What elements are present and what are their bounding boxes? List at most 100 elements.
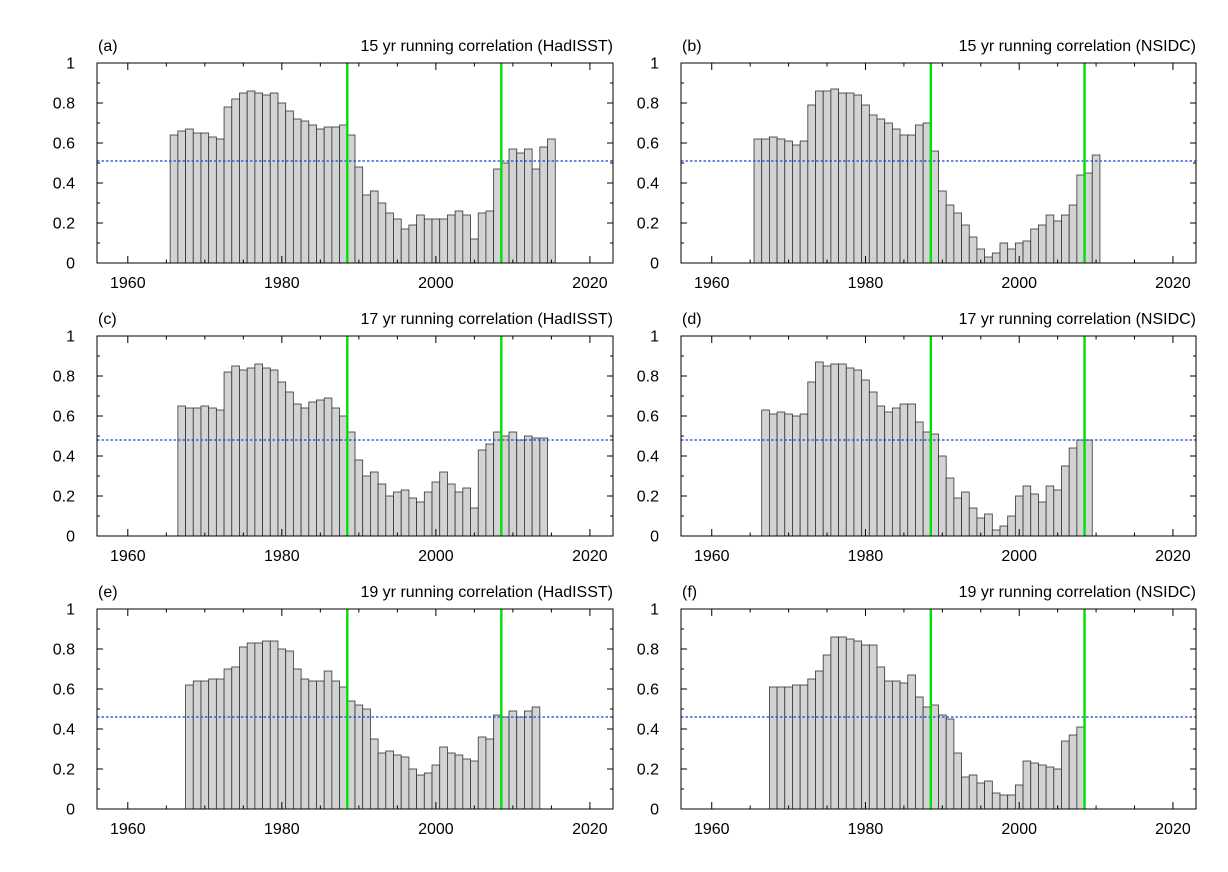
bar <box>223 371 233 537</box>
y-tick-label: 0 <box>650 256 659 273</box>
bar <box>961 776 970 810</box>
bar <box>945 718 955 810</box>
bar <box>961 224 970 264</box>
bar <box>231 98 240 264</box>
bar <box>385 750 394 810</box>
bar <box>246 642 256 810</box>
bar <box>1061 740 1070 810</box>
bar <box>246 367 256 537</box>
bar <box>853 94 863 264</box>
bar <box>968 236 978 264</box>
panel-title: 19 yr running correlation (NSIDC) <box>959 584 1196 601</box>
bar <box>915 421 924 537</box>
chart-panel: 0 0.2 0.4 0.6 0.8 1 1960 1980 2000 2020 (a) 15 yr r… <box>53 38 614 292</box>
bar <box>891 128 901 264</box>
y-tick-label: 0.6 <box>637 136 659 153</box>
x-tick-label: 2000 <box>1001 275 1037 292</box>
bar <box>362 194 371 264</box>
bar <box>308 401 317 537</box>
bar <box>769 413 778 537</box>
bar <box>531 168 541 264</box>
bar <box>177 130 186 264</box>
x-tick-label: 1980 <box>848 548 884 565</box>
bar <box>239 369 248 537</box>
bar <box>393 491 402 537</box>
y-tick-label: 0.2 <box>637 216 659 233</box>
y-tick-label: 0.8 <box>637 96 659 113</box>
bar <box>200 680 210 810</box>
bar <box>277 381 287 537</box>
bar <box>999 525 1009 537</box>
bar <box>815 670 824 810</box>
bar <box>316 680 325 810</box>
bar <box>369 471 379 537</box>
bar <box>192 680 202 810</box>
bar <box>377 483 387 537</box>
bar <box>254 642 263 810</box>
bar <box>884 411 893 537</box>
bar <box>447 752 456 810</box>
bar <box>884 680 893 810</box>
x-tick-label: 2000 <box>418 548 454 565</box>
bar <box>1068 734 1078 810</box>
bar <box>539 146 548 264</box>
bar <box>1045 485 1055 537</box>
bar <box>246 90 256 264</box>
bar <box>915 696 924 810</box>
panel-title: 17 yr running correlation (HadISST) <box>360 311 613 328</box>
bar <box>1045 214 1055 264</box>
bar <box>462 758 471 810</box>
bar <box>215 678 225 810</box>
bar <box>531 706 541 810</box>
bar <box>968 507 978 537</box>
bar <box>485 443 495 537</box>
bar <box>799 684 809 810</box>
bar <box>999 794 1009 810</box>
bar <box>300 407 310 537</box>
x-tick-label: 2020 <box>572 821 608 838</box>
bar <box>400 489 410 537</box>
bar <box>316 128 325 264</box>
bar <box>408 768 418 810</box>
bar <box>876 405 886 537</box>
bar <box>984 780 993 810</box>
panel-label: (a) <box>98 38 118 55</box>
bar <box>999 242 1009 264</box>
bar <box>991 529 1001 537</box>
bar <box>991 252 1001 264</box>
bar <box>1061 465 1070 537</box>
bar <box>961 491 970 537</box>
x-tick-label: 1960 <box>110 275 146 292</box>
x-tick-label: 1980 <box>264 275 300 292</box>
bar <box>408 497 418 537</box>
bar <box>1007 248 1016 264</box>
bar <box>1053 220 1062 264</box>
bar <box>277 648 287 810</box>
bar <box>815 90 824 264</box>
y-tick-label: 0.8 <box>637 642 659 659</box>
x-tick-label: 1960 <box>694 275 730 292</box>
bar <box>524 148 533 264</box>
bar <box>239 92 248 264</box>
bar <box>223 106 233 264</box>
x-tick-label: 2020 <box>572 548 608 565</box>
bar <box>508 148 518 264</box>
y-tick-label: 0.6 <box>637 409 659 426</box>
bar <box>1007 794 1016 810</box>
bar <box>470 507 479 537</box>
bar <box>285 110 294 264</box>
x-tick-label: 1960 <box>694 548 730 565</box>
bar <box>354 166 364 264</box>
panel-label: (d) <box>682 311 702 328</box>
bar <box>915 124 924 264</box>
bar <box>369 190 379 264</box>
bar <box>845 92 855 264</box>
bar <box>968 774 978 810</box>
bar <box>1091 154 1101 264</box>
bar <box>524 435 533 537</box>
y-tick-label: 0.4 <box>637 449 659 466</box>
y-tick-label: 1 <box>66 602 75 619</box>
x-tick-label: 1960 <box>110 821 146 838</box>
y-tick-label: 0.8 <box>53 96 75 113</box>
bar <box>953 212 962 264</box>
